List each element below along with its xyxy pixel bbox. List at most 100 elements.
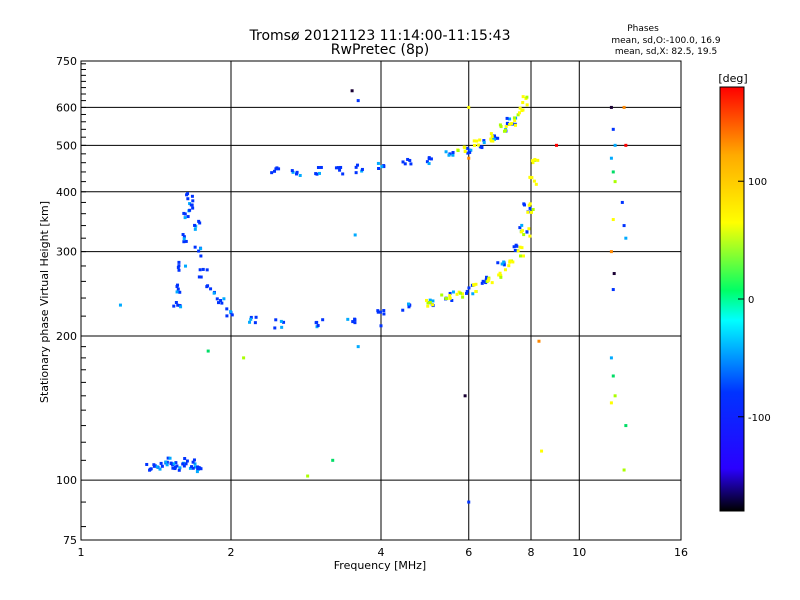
scatter-point — [522, 233, 526, 237]
colorbar-tick-label: 100 — [748, 177, 767, 188]
scatter-point — [198, 221, 202, 225]
scatter-point — [500, 262, 504, 266]
scatter-point — [533, 157, 537, 161]
grid-lines — [80, 60, 682, 541]
scatter-point — [426, 301, 430, 305]
scatter-point — [199, 275, 203, 279]
scatter-point — [195, 470, 199, 474]
scatter-point — [521, 95, 525, 99]
x-tick-label: 1 — [78, 546, 85, 559]
scatter-point — [193, 227, 197, 231]
scatter-point — [525, 103, 529, 107]
scatter-point — [351, 320, 355, 324]
scatter-point — [197, 466, 201, 470]
scatter-point — [192, 458, 196, 462]
scatter-point — [451, 153, 455, 157]
scatter-point — [376, 161, 380, 165]
scatter-point — [153, 464, 157, 468]
scatter-point — [465, 291, 469, 295]
scatter-point — [518, 254, 522, 258]
scatter-point — [188, 466, 192, 470]
colorbar: [deg] 100 0 -100 — [718, 72, 771, 512]
scatter-point — [518, 106, 522, 110]
scatter-point — [540, 449, 544, 453]
scatter-point — [177, 468, 181, 472]
scatter-point — [225, 314, 229, 318]
scatter-point — [306, 474, 310, 478]
scatter-point — [175, 464, 179, 468]
colorbar-ticks: 100 0 -100 — [738, 177, 771, 424]
y-tick-label: 600 — [56, 101, 77, 114]
scatter-point — [513, 248, 517, 252]
scatter-point — [622, 224, 626, 228]
scatter-point — [510, 121, 514, 125]
scatter-point — [382, 164, 386, 168]
scatter-point — [172, 304, 176, 308]
scatter-point — [298, 173, 302, 177]
x-tick-label: 8 — [528, 546, 535, 559]
stats-line-o: mean, sd,O:-100.0, 16.9 — [611, 36, 721, 46]
scatter-point — [338, 168, 342, 172]
scatter-point — [520, 229, 524, 233]
scatter-point — [472, 143, 476, 147]
scatter-point — [249, 317, 253, 321]
scatter-point — [175, 290, 179, 294]
scatter-point — [199, 247, 203, 251]
scatter-point — [447, 153, 451, 157]
scatter-point — [467, 148, 471, 152]
scatter-point — [429, 157, 433, 161]
scatter-point — [472, 139, 476, 143]
scatter-point — [295, 172, 299, 176]
scatter-point — [350, 89, 354, 93]
scatter-point — [253, 321, 257, 325]
scatter-point — [168, 456, 172, 460]
scatter-point — [197, 249, 201, 253]
scatter-point — [431, 299, 435, 303]
scatter-point — [513, 123, 517, 127]
scatter-point — [193, 462, 197, 466]
scatter-point — [428, 298, 432, 302]
scatter-point — [462, 145, 466, 149]
scatter-point — [317, 171, 321, 175]
scatter-point — [270, 171, 274, 175]
scatter-point — [504, 125, 508, 129]
scatter-point — [219, 299, 223, 303]
scatter-point — [184, 264, 188, 268]
scatter-point — [498, 271, 502, 275]
x-tick-label: 10 — [572, 546, 586, 559]
scatter-point — [155, 465, 159, 469]
scatter-point — [174, 461, 178, 465]
scatter-point — [199, 254, 203, 258]
scatter-point — [465, 146, 469, 150]
scatter-point — [622, 105, 626, 109]
scatter-point — [177, 260, 181, 264]
scatter-point — [403, 162, 407, 166]
scatter-point — [188, 202, 192, 206]
scatter-point — [516, 249, 520, 253]
scatter-point — [249, 315, 253, 319]
y-tick-label: 200 — [56, 330, 77, 343]
scatter-point — [611, 170, 615, 174]
scatter-point — [378, 310, 382, 314]
scatter-point — [461, 295, 465, 299]
scatter-point — [165, 460, 169, 464]
scatter-point — [188, 208, 192, 212]
scatter-point — [526, 210, 530, 214]
scatter-point — [274, 318, 278, 322]
scatter-point — [182, 237, 186, 241]
scatter-point — [356, 99, 360, 103]
scatter-point — [197, 219, 201, 223]
scatter-point — [193, 465, 197, 469]
scatter-point — [406, 302, 410, 306]
scatter-point — [316, 166, 320, 170]
scatter-point — [193, 223, 197, 227]
scatter-point — [467, 105, 471, 109]
scatter-point — [408, 158, 412, 162]
scatter-point — [508, 122, 512, 126]
scatter-point — [427, 156, 431, 160]
scatter-point — [175, 284, 179, 288]
scatter-point — [182, 464, 186, 468]
scatter-point — [199, 467, 203, 471]
y-tick-label: 100 — [56, 474, 77, 487]
scatter-point — [624, 424, 628, 428]
